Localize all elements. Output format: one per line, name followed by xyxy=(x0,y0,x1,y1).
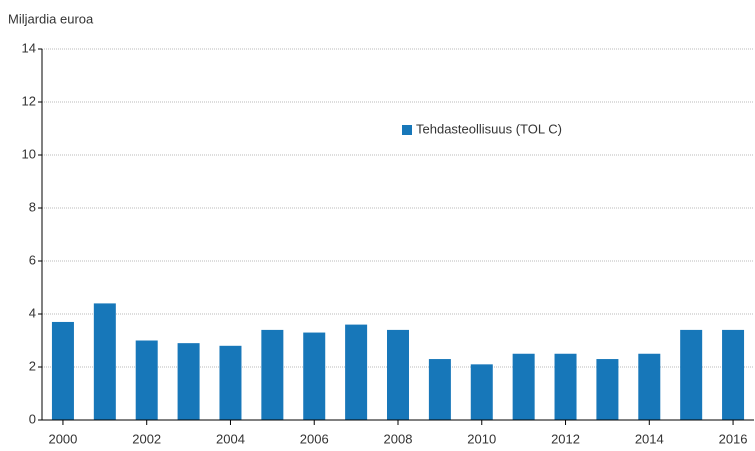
x-tick-label: 2002 xyxy=(132,431,161,446)
bar xyxy=(261,329,284,420)
x-tick-label: 2016 xyxy=(719,431,748,446)
x-tick-label: 2010 xyxy=(467,431,496,446)
bar xyxy=(428,359,451,420)
bar xyxy=(345,324,368,420)
x-tick-label: 2014 xyxy=(635,431,664,446)
bar xyxy=(177,343,200,420)
y-tick-label: 4 xyxy=(29,305,36,320)
bar xyxy=(470,364,493,420)
bar xyxy=(512,353,535,420)
bar xyxy=(303,332,326,420)
x-tick-label: 2008 xyxy=(384,431,413,446)
y-axis-label: Miljardia euroa xyxy=(8,11,94,26)
bar xyxy=(135,340,158,420)
y-tick-label: 2 xyxy=(29,358,36,373)
legend-swatch xyxy=(402,125,412,135)
bar xyxy=(722,329,745,420)
bar xyxy=(93,303,116,420)
bar xyxy=(387,329,409,420)
x-tick-label: 2004 xyxy=(216,431,245,446)
bar xyxy=(680,329,703,420)
x-tick-label: 2000 xyxy=(48,431,77,446)
bar xyxy=(554,353,577,420)
bar xyxy=(51,321,74,420)
y-tick-label: 8 xyxy=(29,199,36,214)
bar xyxy=(596,359,619,420)
x-tick-label: 2012 xyxy=(551,431,580,446)
bar xyxy=(638,353,661,420)
bar xyxy=(219,345,242,420)
y-tick-label: 0 xyxy=(29,411,36,426)
y-tick-label: 6 xyxy=(29,252,36,267)
x-tick-label: 2006 xyxy=(300,431,329,446)
y-tick-label: 14 xyxy=(22,40,36,55)
y-tick-label: 12 xyxy=(22,93,36,108)
y-tick-label: 10 xyxy=(22,146,36,161)
legend-label: Tehdasteollisuus (TOL C) xyxy=(416,121,562,136)
